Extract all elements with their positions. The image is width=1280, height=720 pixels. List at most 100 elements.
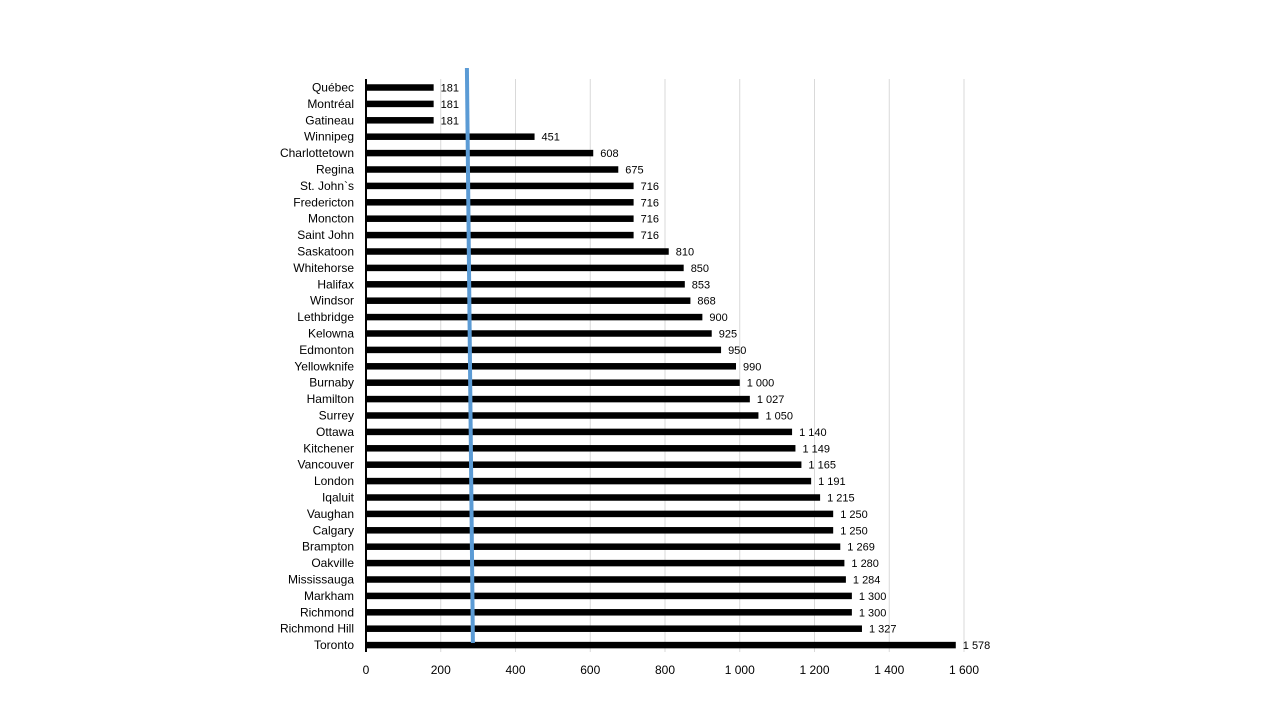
data-label: 1 284	[853, 575, 881, 587]
bar	[366, 84, 434, 91]
bar	[366, 149, 594, 157]
bars	[366, 84, 956, 649]
x-tick-label: 1 200	[799, 663, 829, 677]
bar	[366, 166, 619, 173]
data-label: 1 191	[818, 476, 846, 488]
bar	[366, 215, 634, 222]
category-label: St. John`s	[300, 179, 354, 193]
bar	[366, 346, 722, 354]
category-label: Calgary	[313, 523, 354, 537]
bar	[366, 543, 841, 550]
bar	[366, 117, 434, 124]
bar	[366, 625, 862, 632]
data-label: 1 140	[799, 427, 827, 439]
category-label: Brampton	[302, 540, 354, 554]
bar	[366, 264, 684, 272]
data-label: 868	[697, 296, 715, 308]
data-label: 181	[441, 83, 459, 95]
category-label: Yellowknife	[294, 359, 354, 373]
category-label: Halifax	[317, 277, 354, 291]
bar	[366, 395, 750, 403]
category-label: Richmond	[300, 605, 354, 619]
bar	[366, 461, 802, 468]
bar	[366, 248, 669, 255]
category-label: London	[314, 474, 354, 488]
category-label: Burnaby	[309, 376, 354, 390]
category-label: Saint John	[297, 228, 354, 242]
category-label: Edmonton	[299, 343, 354, 357]
x-tick-label: 0	[363, 663, 370, 677]
category-label: Hamilton	[307, 392, 354, 406]
data-label: 853	[692, 279, 710, 291]
data-label: 1 215	[827, 493, 855, 505]
category-label: Oakville	[311, 556, 354, 570]
bar	[366, 313, 703, 321]
data-label: 990	[743, 361, 761, 373]
category-label: Québec	[312, 81, 354, 95]
data-label: 810	[676, 247, 694, 259]
data-label: 181	[441, 99, 459, 111]
x-tick-label: 1 400	[874, 663, 904, 677]
data-label: 1 250	[840, 525, 868, 537]
category-label: Kitchener	[303, 441, 354, 455]
bar	[366, 100, 434, 108]
data-label: 1 300	[859, 607, 887, 619]
data-label: 1 280	[851, 558, 879, 570]
category-label: Moncton	[308, 212, 354, 226]
reference-line	[464, 67, 475, 644]
data-label: 716	[641, 197, 659, 209]
data-label: 850	[691, 263, 709, 275]
bar	[366, 494, 821, 501]
bar	[366, 428, 793, 436]
category-label: Richmond Hill	[280, 622, 354, 636]
bar	[366, 281, 685, 288]
data-label: 900	[709, 312, 727, 324]
data-label: 608	[600, 148, 618, 160]
bar	[366, 330, 712, 337]
bar	[366, 182, 634, 190]
reference-line-group	[464, 67, 475, 644]
data-label: 1 269	[847, 542, 875, 554]
data-label: 451	[542, 132, 560, 144]
data-label: 716	[641, 181, 659, 193]
bar	[366, 379, 740, 386]
category-label: Windsor	[310, 294, 354, 308]
data-label: 1 165	[808, 460, 836, 472]
x-tick-label: 800	[655, 663, 675, 677]
category-label: Winnipeg	[304, 130, 354, 144]
category-label: Fredericton	[293, 195, 354, 209]
data-label: 925	[719, 329, 737, 341]
category-label: Ottawa	[316, 425, 354, 439]
data-label: 950	[728, 345, 746, 357]
category-label: Mississauga	[288, 573, 354, 587]
bar	[366, 199, 634, 206]
data-label: 1 149	[802, 443, 830, 455]
category-label: Saskatoon	[297, 245, 354, 259]
bar	[366, 133, 535, 140]
data-label: 1 327	[869, 624, 897, 636]
data-label: 675	[625, 165, 643, 177]
data-label: 1 050	[765, 411, 793, 423]
bar	[366, 576, 846, 583]
category-label: Whitehorse	[293, 261, 354, 275]
data-label: 1 250	[840, 509, 868, 521]
bar	[366, 363, 737, 370]
x-tick-label: 1 000	[725, 663, 755, 677]
data-label: 1 300	[859, 591, 887, 603]
category-label: Gatineau	[305, 113, 354, 127]
category-label: Toronto	[314, 638, 354, 652]
category-label: Kelowna	[308, 327, 354, 341]
x-tick-label: 1 600	[949, 663, 979, 677]
bar	[366, 609, 852, 616]
bar	[366, 445, 796, 452]
labels: 0 200 400 600 800 1 000 1 200 1 400 1 600 Québec 1…	[280, 81, 990, 678]
bar	[366, 297, 691, 304]
data-label: 1 578	[963, 640, 991, 652]
data-label: 1 027	[757, 394, 785, 406]
category-label: Vaughan	[307, 507, 354, 521]
bar	[366, 510, 834, 518]
category-label: Montréal	[307, 97, 354, 111]
bar	[366, 477, 812, 485]
category-label: Markham	[304, 589, 354, 603]
